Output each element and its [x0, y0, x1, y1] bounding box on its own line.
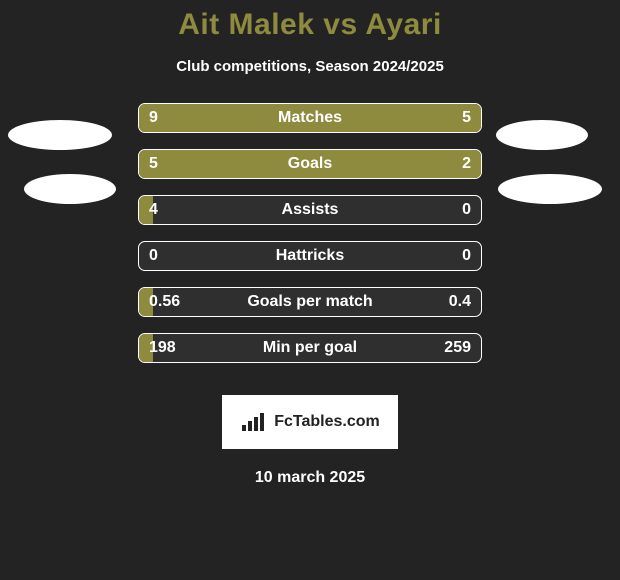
logo-badge: FcTables.com: [222, 395, 398, 449]
bar-fill-left: [139, 288, 153, 316]
stat-label: Hattricks: [139, 242, 481, 270]
bar-fill-left: [139, 150, 481, 178]
stat-value-right: 259: [444, 334, 471, 362]
stat-bar: Matches95: [138, 103, 482, 133]
stat-value-left: 0.56: [149, 288, 180, 316]
stat-value-left: 198: [149, 334, 176, 362]
stat-bar: Hattricks0 0: [138, 241, 482, 271]
stat-value-right: 0: [462, 196, 471, 224]
infographic-container: Ait Malek vs Ayari Club competitions, Se…: [0, 0, 620, 580]
player-photo-placeholder: [8, 120, 112, 150]
player-photo-placeholder: [498, 174, 602, 204]
stat-bar: Goals per match0.56 0.4: [138, 287, 482, 317]
player-photo-placeholder: [496, 120, 588, 150]
bar-fill-left: [139, 196, 153, 224]
stat-value-right: 0.4: [449, 288, 471, 316]
date-line: 10 march 2025: [0, 469, 620, 487]
bar-fill-right: [378, 104, 481, 132]
bar-fill-left: [139, 334, 153, 362]
stat-row: Goals per match0.56 0.4: [0, 287, 620, 333]
stat-label: Goals per match: [139, 288, 481, 316]
stat-label: Min per goal: [139, 334, 481, 362]
subtitle: Club competitions, Season 2024/2025: [0, 58, 620, 75]
page-title: Ait Malek vs Ayari: [0, 8, 620, 42]
player-photo-placeholder: [24, 174, 116, 204]
stat-bar: Min per goal198 259: [138, 333, 482, 363]
stat-row: Min per goal198 259: [0, 333, 620, 379]
stat-label: Assists: [139, 196, 481, 224]
logo-text: FcTables.com: [274, 413, 380, 431]
bars-icon: [240, 411, 268, 433]
stat-row: Hattricks0 0: [0, 241, 620, 287]
stat-bar: Assists40: [138, 195, 482, 225]
stat-bar: Goals52: [138, 149, 482, 179]
stat-value-left: 0: [149, 242, 158, 270]
stat-value-right: 0: [462, 242, 471, 270]
bar-fill-left: [139, 104, 378, 132]
